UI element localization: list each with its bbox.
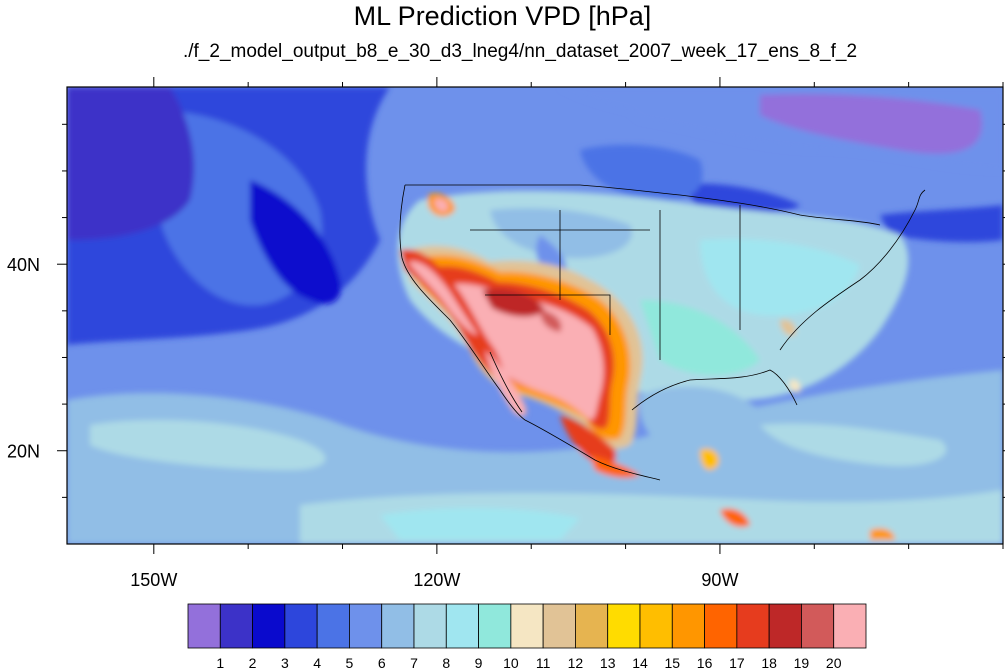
colorbar-swatch: [801, 603, 835, 649]
x-tick-label: 120W: [413, 570, 460, 590]
colorbar-swatch: [704, 603, 738, 649]
colorbar-swatch: [671, 603, 705, 649]
colorbar-swatch: [833, 603, 867, 649]
colorbar-level-label: 13: [600, 655, 616, 671]
colorbar-level-label: 15: [664, 655, 680, 671]
colorbar-swatch: [575, 603, 609, 649]
chart-subtitle: ./f_2_model_output_b8_e_30_d3_lneg4/nn_d…: [182, 41, 858, 62]
colorbar-swatch: [542, 603, 576, 649]
colorbar-swatch: [736, 603, 770, 649]
colorbar-swatch: [219, 603, 253, 649]
colorbar-level-label: 14: [632, 655, 648, 671]
colorbar-level-label: 2: [249, 655, 257, 671]
colorbar-level-label: 5: [346, 655, 354, 671]
colorbar-level-label: 3: [281, 655, 289, 671]
vpd-field: [67, 87, 1003, 544]
colorbar-level-label: 1: [216, 655, 224, 671]
colorbar-level-label: 19: [794, 655, 810, 671]
colorbar-swatch: [252, 603, 286, 649]
colorbar-level-label: 8: [442, 655, 450, 671]
colorbar-level-label: 16: [697, 655, 713, 671]
colorbar-swatch: [768, 603, 802, 649]
colorbar-level-label: 12: [568, 655, 584, 671]
colorbar-swatch: [349, 603, 383, 649]
y-tick-label: 40N: [7, 255, 40, 275]
coastlines: [399, 184, 926, 481]
colorbar-swatch: [413, 603, 447, 649]
colorbar-swatch: [639, 603, 673, 649]
colorbar-swatch: [284, 603, 318, 649]
colorbar: 1 2 3 4 5 6 7 8 9 10 11 12 13 14 15 16 17 18 19 20: [187, 603, 867, 671]
colorbar-swatch: [381, 603, 415, 649]
colorbar-level-label: 9: [475, 655, 483, 671]
colorbar-swatch: [510, 603, 544, 649]
colorbar-level-label: 18: [761, 655, 777, 671]
colorbar-swatch: [187, 603, 221, 649]
axis-ticks: 150W 120W 90W 20N 40N: [7, 77, 1005, 590]
colorbar-swatch: [478, 603, 512, 649]
plot-frame: [66, 86, 1004, 545]
colorbar-level-label: 10: [503, 655, 519, 671]
colorbar-level-label: 11: [536, 655, 551, 671]
colorbar-swatch: [607, 603, 641, 649]
y-tick-label: 20N: [7, 442, 40, 462]
x-tick-label: 150W: [130, 570, 177, 590]
colorbar-level-label: 4: [313, 655, 321, 671]
x-tick-label: 90W: [701, 570, 738, 590]
colorbar-level-label: 20: [826, 655, 842, 671]
colorbar-level-label: 6: [378, 655, 386, 671]
chart-title: ML Prediction VPD [hPa]: [353, 1, 652, 31]
colorbar-level-label: 7: [410, 655, 418, 671]
colorbar-swatch: [316, 603, 350, 649]
colorbar-swatch: [445, 603, 479, 649]
colorbar-level-label: 17: [729, 655, 745, 671]
